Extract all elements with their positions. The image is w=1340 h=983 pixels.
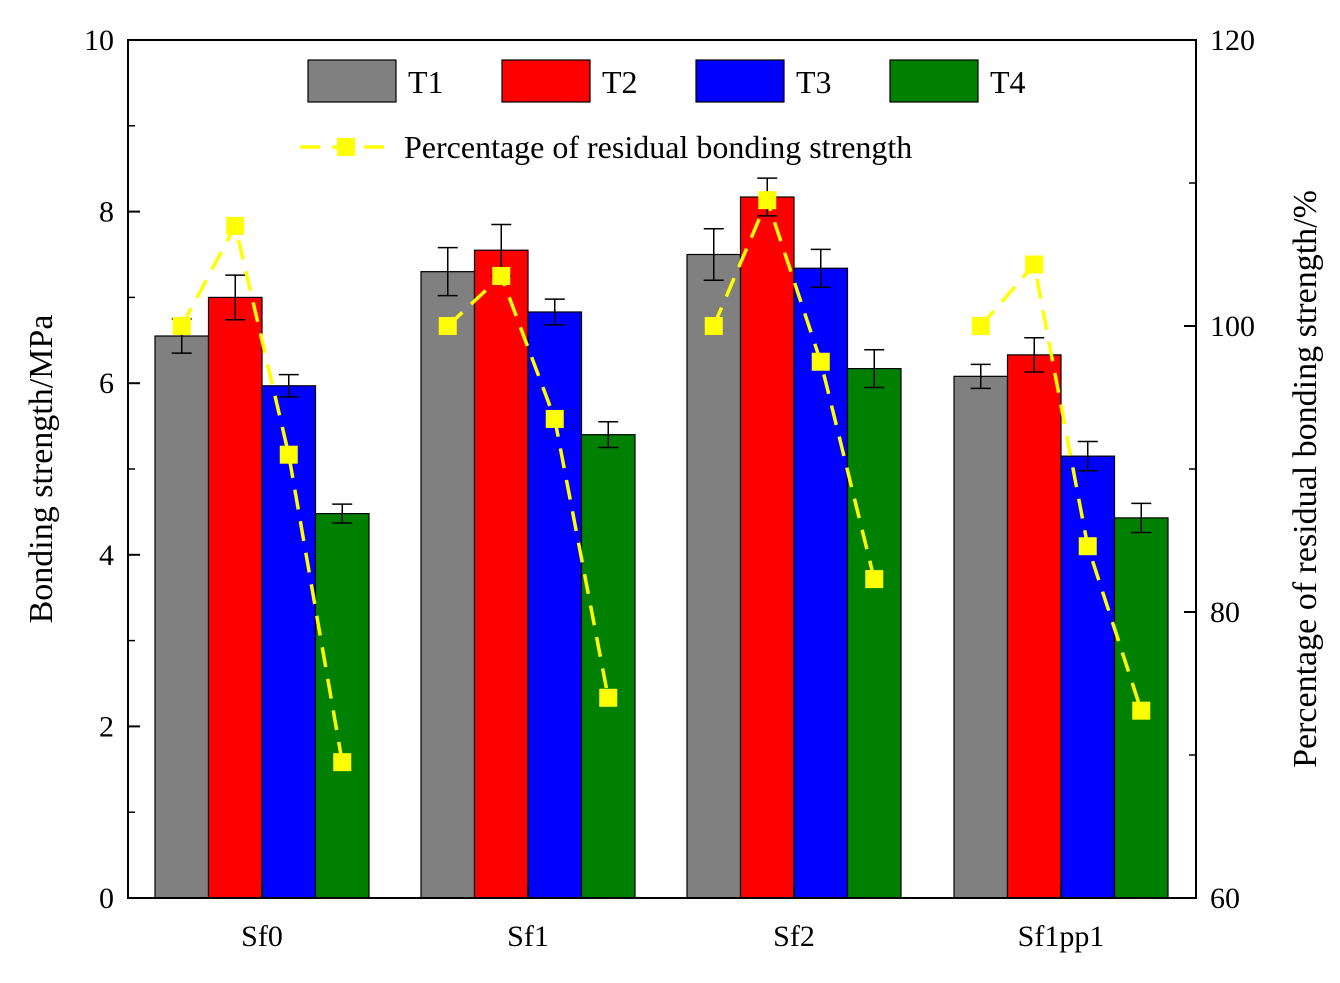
axes-layer: 0 2 4 6 8 10 60 80 100 120 Sf0 Sf1 Sf2 Sf1pp1 Bonding … [23, 24, 1324, 953]
residual-line-sf0 [180, 220, 344, 763]
residual-marker-sf1-t1 [438, 317, 457, 335]
legend-label-residual: Percentage of residual bonding strength [404, 129, 912, 165]
x-tick-label-sf1pp1: Sf1pp1 [1018, 920, 1105, 953]
y2-axis-title: Percentage of residual bonding strength/… [1287, 190, 1324, 768]
x-tick-label-sf2: Sf2 [773, 920, 815, 953]
legend-label-t4: T4 [990, 64, 1026, 100]
residual-line-sf1pp1 [979, 260, 1143, 712]
bar-t1-sf1 [420, 271, 476, 899]
bars-layer [154, 196, 1169, 899]
bar-t3-sf1 [527, 311, 583, 899]
residual-marker-sf1pp1-t1 [971, 317, 990, 335]
bar-t3-sf1pp1 [1060, 455, 1116, 899]
residual-line-layer [172, 191, 1151, 772]
residual-line-sf1 [446, 272, 610, 699]
residual-marker-sf1pp1-t3 [1078, 537, 1097, 556]
legend-label-t2: T2 [602, 64, 638, 100]
residual-marker-sf0-t2 [226, 216, 245, 235]
legend-label-t3: T3 [796, 64, 832, 100]
residual-marker-sf2-t2 [758, 191, 777, 210]
y-axis-title: Bonding strength/MPa [23, 315, 60, 624]
residual-marker-sf0-t1 [172, 317, 191, 335]
residual-marker-sf0-t3 [279, 445, 298, 464]
y-tick-label-4: 4 [99, 539, 114, 572]
legend-label-t1: T1 [408, 64, 444, 100]
legend-swatch-t2 [501, 59, 591, 103]
legend-marker-residual [337, 138, 355, 156]
bar-t1-sf2 [686, 253, 742, 899]
residual-marker-sf1-t3 [545, 409, 564, 428]
residual-marker-sf1pp1-t4 [1132, 701, 1151, 720]
residual-marker-sf1-t2 [492, 266, 511, 285]
y2-tick-label-60: 60 [1210, 882, 1240, 915]
legend-swatch-t1 [307, 59, 397, 103]
bar-t4-sf1 [580, 434, 636, 899]
bar-t3-sf2 [793, 267, 849, 899]
y2-tick-label-100: 100 [1210, 310, 1255, 343]
residual-marker-sf2-t4 [865, 570, 884, 589]
residual-marker-sf1-t4 [599, 688, 618, 707]
residual-marker-sf2-t1 [704, 317, 723, 335]
legend: T1 T2 T3 T4 Percentage of residual bonding s… [300, 59, 1026, 165]
bar-t1-sf0 [154, 335, 210, 899]
y2-tick-label-120: 120 [1210, 24, 1255, 57]
y-tick-label-6: 6 [99, 367, 114, 400]
bar-t2-sf1pp1 [1006, 354, 1062, 899]
y2-tick-label-80: 80 [1210, 596, 1240, 629]
bar-t4-sf2 [846, 368, 902, 899]
residual-line-sf2 [712, 195, 876, 580]
y-tick-label-8: 8 [99, 196, 114, 229]
x-tick-label-sf1: Sf1 [507, 920, 549, 953]
bar-t2-sf1 [473, 249, 529, 899]
y-tick-label-0: 0 [99, 882, 114, 915]
bar-t1-sf1pp1 [953, 375, 1009, 899]
x-tick-label-sf0: Sf0 [241, 920, 283, 953]
residual-marker-sf1pp1-t2 [1025, 255, 1044, 274]
residual-marker-sf0-t4 [333, 753, 352, 772]
legend-swatch-t4 [889, 59, 979, 103]
residual-marker-sf2-t3 [811, 352, 830, 371]
bar-t3-sf0 [261, 385, 317, 899]
y-tick-label-2: 2 [99, 710, 114, 743]
legend-swatch-t3 [695, 59, 785, 103]
bar-t2-sf0 [207, 296, 263, 899]
bar-t2-sf2 [739, 196, 795, 899]
bar-t4-sf0 [314, 513, 370, 899]
y-tick-label-10: 10 [84, 24, 114, 57]
